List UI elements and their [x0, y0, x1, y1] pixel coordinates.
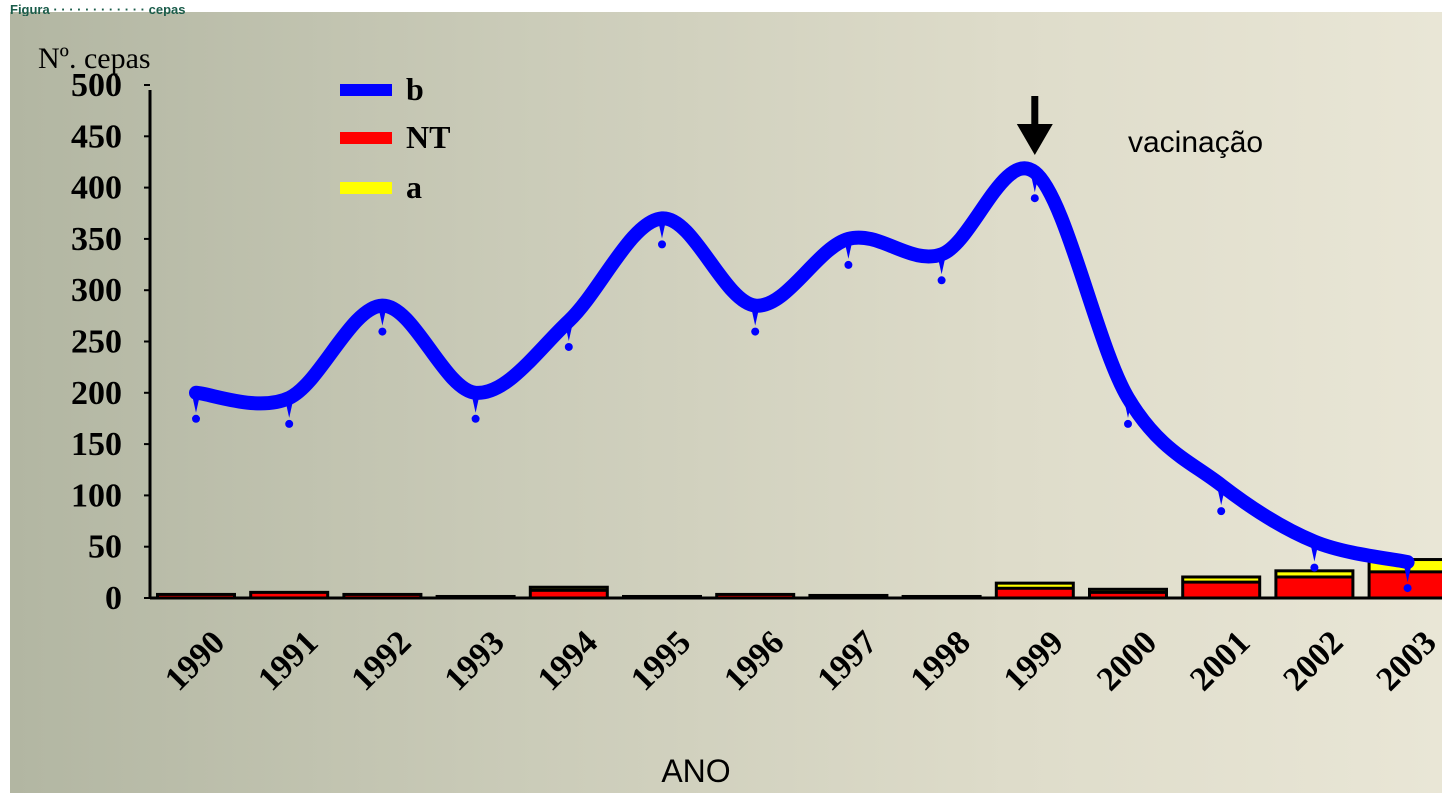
series-b-drip: [285, 399, 294, 418]
bar-NT: [252, 593, 327, 597]
bar-NT: [997, 589, 1072, 597]
series-b-drip: [1030, 174, 1039, 193]
y-axis-label: Nº. cepas: [38, 42, 151, 75]
y-tick-label: 250: [71, 324, 122, 361]
bar-outline: [715, 592, 796, 598]
series-b-point: [658, 240, 666, 249]
vaccination-label: vacinação: [1128, 126, 1263, 159]
bar-outline: [622, 594, 702, 598]
series-b-point: [285, 419, 294, 428]
x-tick-label: 1993: [438, 624, 512, 698]
series-b-drip: [378, 307, 387, 326]
x-tick-label: 1995: [624, 624, 698, 698]
y-tick-label: 200: [71, 375, 122, 412]
y-tick-label: 450: [71, 118, 122, 155]
bar-outline: [435, 594, 516, 598]
bar-a: [997, 584, 1072, 587]
bar-NT: [531, 591, 606, 597]
legend-swatch-NT: [340, 132, 392, 144]
series-b-drip: [564, 322, 573, 341]
series-b-drip: [1124, 399, 1132, 418]
series-b-drip: [1310, 543, 1319, 562]
legend-swatch-a: [340, 182, 392, 194]
series-b-drip: [1403, 564, 1412, 583]
bar-NT: [718, 595, 793, 597]
series-b-point: [844, 260, 853, 269]
series-b-point: [1403, 584, 1412, 593]
x-tick-label: 1997: [810, 624, 884, 698]
bar-a: [1277, 572, 1352, 576]
bar-NT: [1091, 593, 1165, 597]
x-tick-label: 1992: [344, 624, 418, 698]
bar-NT: [1184, 583, 1259, 597]
series-b-point: [937, 276, 946, 285]
y-tick-label: 150: [71, 426, 122, 463]
bar-outline: [342, 592, 423, 598]
figure-caption: Figura · · · · · · · · · · · · cepas: [10, 2, 186, 16]
series-b-drip: [937, 256, 946, 275]
x-tick-label: 2003: [1370, 624, 1442, 698]
series-b-drip: [658, 220, 666, 239]
bar-NT: [345, 595, 420, 597]
y-tick-label: 400: [71, 170, 122, 207]
vaccination-arrow-head: [1016, 124, 1053, 155]
bar-NT: [159, 595, 233, 597]
x-tick-label: 1996: [717, 624, 791, 698]
series-b-drip: [1217, 487, 1226, 506]
y-tick-label: 0: [105, 580, 122, 617]
series-b-drip: [192, 394, 200, 413]
x-tick-label: 1999: [997, 624, 1071, 698]
series-b-point: [378, 327, 387, 336]
legend-swatch-b: [340, 84, 392, 96]
bar-outline: [156, 592, 236, 598]
x-tick-label: 1994: [531, 624, 605, 698]
series-b-point: [1310, 563, 1319, 572]
y-tick-label: 500: [71, 67, 122, 104]
series-b-point: [471, 414, 480, 423]
y-tick-label: 300: [71, 272, 122, 309]
bar-outline: [1088, 587, 1168, 598]
x-tick-label: 1990: [158, 624, 232, 698]
series-b-drip: [844, 240, 853, 259]
series-b-point: [751, 327, 760, 336]
y-tick-label: 100: [71, 477, 122, 514]
chart-panel: Figura · · · · · · · · · · · · cepas 0 50…: [10, 2, 1442, 793]
x-tick-label: 2002: [1276, 624, 1350, 698]
series-b-drip: [471, 394, 480, 413]
legend-label-a: a: [406, 169, 422, 205]
series-b-point: [1124, 419, 1132, 428]
x-tick-label: 2000: [1090, 624, 1164, 698]
series-b-point: [564, 342, 573, 351]
series-b-point: [192, 414, 200, 423]
bar-outline: [901, 594, 982, 598]
bar-outline: [808, 593, 889, 598]
bar-a: [1184, 578, 1259, 581]
series-b-point: [1030, 194, 1039, 203]
x-tick-label: 1998: [904, 624, 978, 698]
y-tick-label: 350: [71, 221, 122, 258]
series-b-line: [189, 161, 1415, 570]
legend-label-NT: NT: [406, 119, 450, 155]
bar-NT: [1277, 578, 1352, 597]
x-axis-label: ANO: [661, 753, 730, 789]
legend-label-b: b: [406, 71, 424, 107]
series-b-point: [1217, 507, 1226, 516]
series-b-drip: [751, 307, 760, 326]
y-tick-label: 50: [88, 529, 122, 566]
x-tick-label: 1991: [251, 624, 325, 698]
x-tick-label: 2001: [1183, 624, 1257, 698]
